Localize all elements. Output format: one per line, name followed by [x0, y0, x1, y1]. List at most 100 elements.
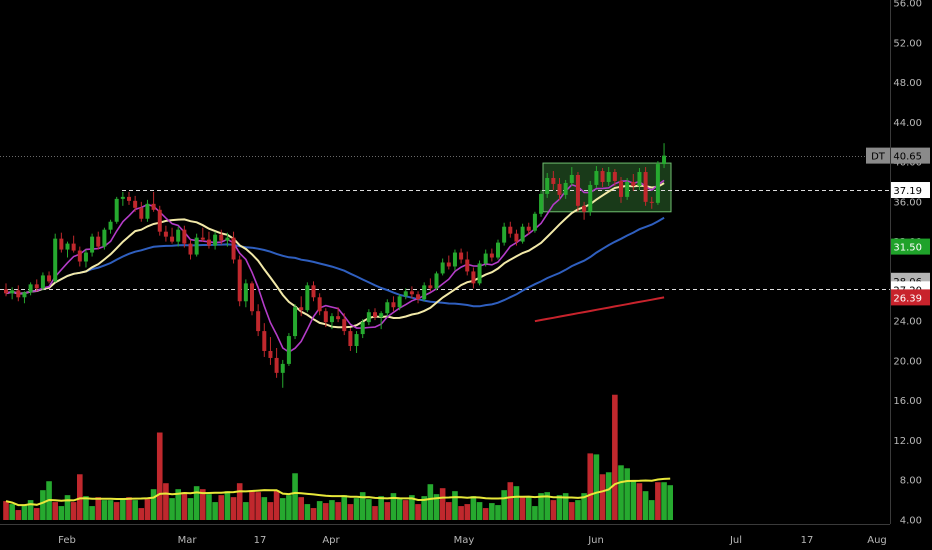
candle-body: [225, 237, 230, 241]
candle-body: [163, 231, 168, 237]
candle: [102, 227, 107, 250]
candle: [268, 337, 273, 365]
candle-body: [317, 297, 322, 312]
volume-bar: [83, 496, 89, 520]
volume-bar: [52, 502, 58, 520]
time-tick-label: 17: [801, 535, 814, 546]
volume-bar: [200, 489, 206, 520]
price-tag: 37.19: [891, 182, 930, 199]
candle-body: [446, 262, 451, 267]
volume-bar: [255, 492, 261, 520]
candle: [28, 282, 33, 296]
candle-body: [526, 226, 531, 231]
candle: [280, 359, 285, 388]
candle: [10, 287, 15, 300]
candle: [194, 233, 199, 257]
candle: [489, 248, 494, 262]
candle: [151, 191, 156, 212]
candle-body: [194, 237, 199, 255]
candle: [348, 328, 353, 351]
candle-body: [354, 334, 359, 347]
candle-body: [323, 311, 328, 323]
candle-body: [545, 177, 550, 194]
volume-bar: [156, 432, 163, 520]
candle-body: [139, 207, 144, 219]
candle-body: [219, 234, 224, 241]
candle-body: [360, 322, 365, 335]
volume-bar: [316, 501, 323, 520]
candle-body: [237, 259, 242, 302]
candle-body: [532, 213, 537, 231]
candle: [59, 232, 64, 253]
volume-bar: [581, 493, 587, 520]
volume-bar: [21, 505, 28, 520]
candle: [397, 294, 402, 311]
volume-bar: [525, 496, 532, 520]
volume-bar: [70, 502, 77, 520]
candle-body: [649, 201, 654, 203]
candle-body: [108, 221, 113, 230]
volume-bar: [359, 492, 366, 520]
volume-bar: [292, 473, 298, 520]
volume-bar: [120, 498, 126, 520]
volume-bar: [243, 502, 249, 520]
volume-bar: [452, 491, 458, 520]
volume-bar: [384, 502, 391, 520]
candle: [139, 201, 144, 222]
candle-body: [90, 236, 95, 253]
candle-body: [440, 262, 445, 274]
price-tick-label: 20.00: [893, 356, 922, 367]
candle: [422, 282, 427, 302]
volume-bar: [501, 490, 507, 520]
candle: [83, 249, 88, 268]
candle-body: [299, 307, 304, 311]
candle-body: [434, 273, 439, 289]
volume-bar: [366, 499, 372, 520]
volume-bar: [421, 496, 427, 520]
candle: [483, 249, 488, 267]
time-axis[interactable]: Feb Mar 17 Apr May Jun Jul 17 Aug: [58, 535, 887, 546]
candle: [471, 267, 476, 289]
price-tag: 26.39: [891, 289, 930, 306]
price-tick-label: 12.00: [893, 436, 922, 447]
candle: [600, 168, 605, 187]
volume-bar: [378, 496, 384, 520]
candle-body: [16, 290, 21, 298]
volume-bar: [138, 508, 145, 520]
candle: [342, 313, 347, 336]
candle-body: [465, 259, 470, 272]
candle: [502, 222, 507, 246]
candle: [373, 308, 377, 321]
candle: [237, 255, 242, 307]
candle: [206, 231, 211, 249]
volume-bar: [27, 500, 34, 520]
price-tag-bg: [891, 182, 930, 199]
volume-bar: [415, 504, 421, 520]
volume-bar: [655, 482, 661, 520]
candle-body: [96, 236, 101, 247]
volume-bar: [642, 491, 649, 520]
candle-body: [502, 226, 507, 243]
volume-bar: [513, 486, 520, 520]
candle: [219, 229, 224, 245]
volume-bar: [544, 492, 550, 520]
volume-bar: [624, 468, 630, 520]
candle: [305, 282, 310, 313]
volume-bar: [107, 500, 114, 520]
ma-long-line: [534, 296, 665, 323]
candle: [360, 319, 365, 339]
candle-body: [416, 294, 421, 300]
price-tag: 31.50: [891, 238, 930, 255]
volume-bar: [476, 502, 483, 520]
candle: [40, 272, 45, 291]
candle-body: [588, 184, 593, 212]
candle-body: [483, 253, 488, 264]
ma-mid-line: [5, 182, 665, 329]
candle-body: [508, 226, 513, 234]
volume-bar: [482, 508, 489, 520]
candle: [508, 221, 513, 238]
candle: [127, 191, 131, 205]
volume-bar: [9, 504, 15, 520]
